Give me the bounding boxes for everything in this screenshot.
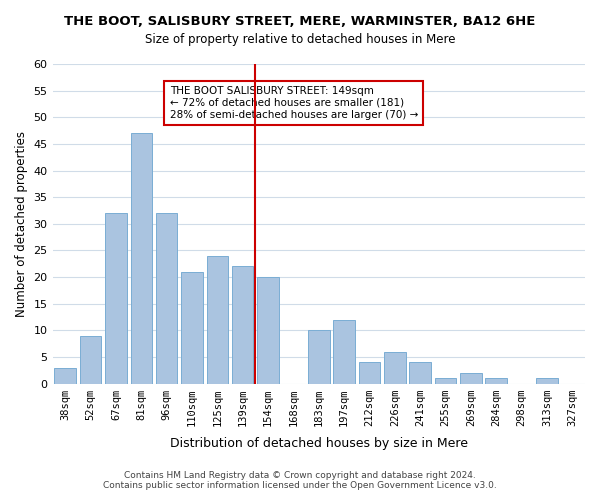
Text: THE BOOT SALISBURY STREET: 149sqm
← 72% of detached houses are smaller (181)
28%: THE BOOT SALISBURY STREET: 149sqm ← 72% … [170, 86, 418, 120]
Bar [334, 320, 355, 384]
Bar [105, 213, 127, 384]
Bar [384, 352, 406, 384]
Bar [80, 336, 101, 384]
Bar [181, 272, 203, 384]
Bar [257, 277, 279, 384]
Text: Contains HM Land Registry data © Crown copyright and database right 2024.
Contai: Contains HM Land Registry data © Crown c… [103, 470, 497, 490]
Bar [409, 362, 431, 384]
Bar [485, 378, 507, 384]
Text: THE BOOT, SALISBURY STREET, MERE, WARMINSTER, BA12 6HE: THE BOOT, SALISBURY STREET, MERE, WARMIN… [64, 15, 536, 28]
X-axis label: Distribution of detached houses by size in Mere: Distribution of detached houses by size … [170, 437, 468, 450]
Bar [156, 213, 178, 384]
Bar [359, 362, 380, 384]
Bar [536, 378, 558, 384]
Bar [232, 266, 253, 384]
Bar [460, 373, 482, 384]
Bar [55, 368, 76, 384]
Bar [435, 378, 457, 384]
Bar [308, 330, 329, 384]
Y-axis label: Number of detached properties: Number of detached properties [15, 131, 28, 317]
Text: Size of property relative to detached houses in Mere: Size of property relative to detached ho… [145, 32, 455, 46]
Bar [131, 133, 152, 384]
Bar [206, 256, 228, 384]
